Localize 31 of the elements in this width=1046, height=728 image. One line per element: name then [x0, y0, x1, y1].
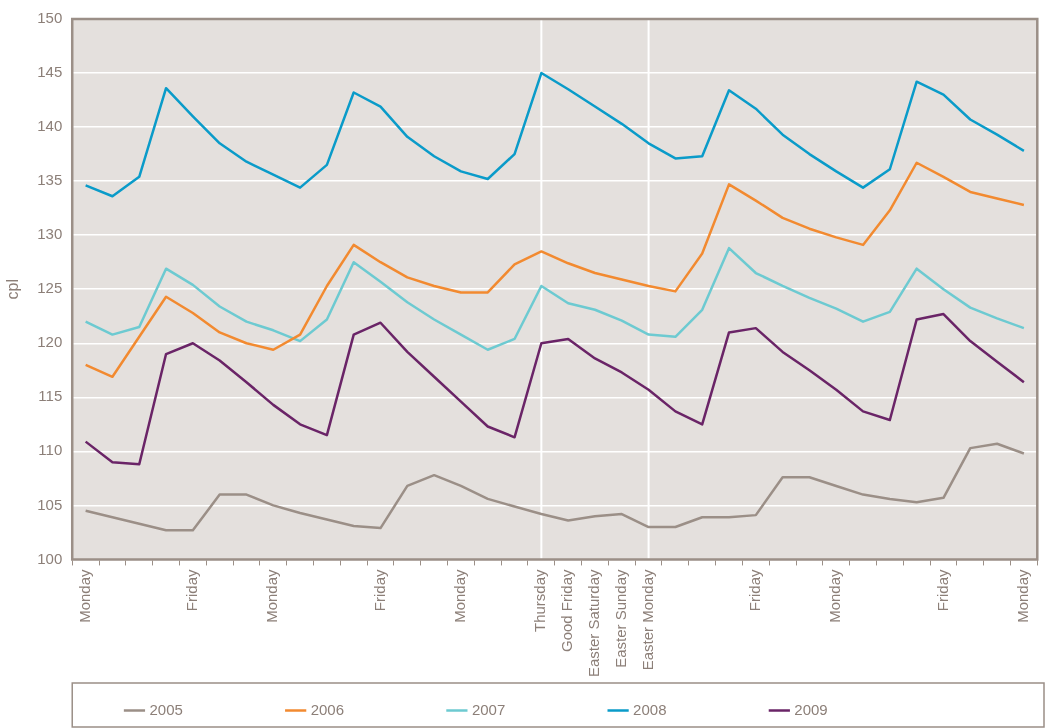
x-tick-label: Friday [370, 568, 388, 612]
y-tick-label: 135 [37, 171, 63, 189]
y-tick-label: 120 [37, 333, 63, 351]
x-tick-label: Easter Monday [638, 568, 656, 671]
x-tick-label: Monday [451, 568, 469, 623]
x-tick-label: Monday [826, 568, 844, 623]
y-tick-label: 100 [37, 549, 63, 567]
x-tick-label: Friday [933, 568, 951, 612]
y-tick-label: 125 [37, 279, 63, 297]
y-tick-label: 110 [38, 441, 63, 459]
legend-label: 2008 [633, 700, 750, 718]
x-tick-label: Monday [1014, 568, 1032, 623]
y-axis-title: cpl [4, 279, 22, 300]
legend-label: 2005 [149, 700, 267, 718]
legend-label: 2006 [310, 700, 428, 718]
legend-label: 2007 [471, 700, 589, 718]
x-tick-label: Friday [183, 568, 200, 612]
x-tick-label: Easter Saturday [585, 568, 603, 678]
y-tick-label: 145 [37, 63, 63, 81]
y-tick-label: 115 [38, 387, 63, 405]
x-tick-label: Monday [75, 568, 93, 623]
x-tick-label: Monday [263, 568, 281, 623]
x-tick-label: Good Friday [558, 568, 576, 652]
y-tick-label: 130 [37, 225, 63, 243]
y-tick-label: 105 [37, 495, 63, 513]
legend-label: 2009 [794, 700, 912, 718]
x-tick-label: Friday [745, 568, 763, 612]
x-tick-label: Thursday [531, 568, 549, 632]
y-tick-label: 150 [37, 9, 63, 27]
x-tick-label: Easter Sunday [611, 568, 629, 668]
y-tick-label: 140 [37, 117, 63, 135]
